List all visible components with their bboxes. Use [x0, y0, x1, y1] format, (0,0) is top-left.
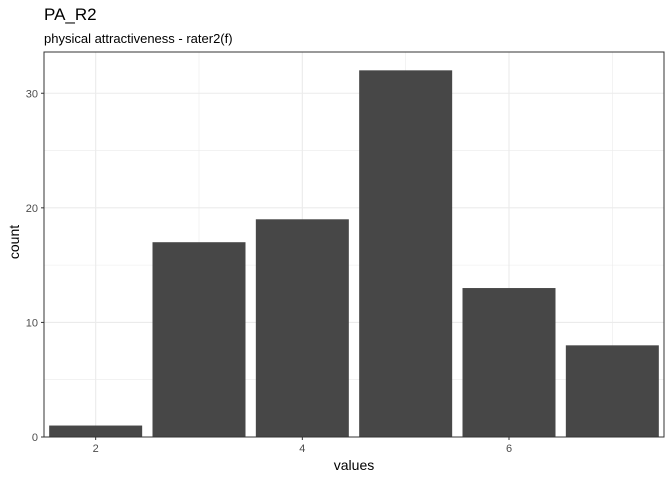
x-tick-label: 4 [299, 443, 305, 455]
x-axis: 2 4 6 [93, 437, 512, 455]
x-tick-label: 2 [93, 443, 99, 455]
panel-border [43, 51, 665, 438]
y-axis-title: count [6, 225, 22, 259]
bar-6 [462, 288, 556, 437]
y-tick-label: 30 [26, 88, 38, 100]
y-axis: 0 10 20 30 [26, 88, 44, 444]
chart-title: PA_R2 [44, 5, 97, 24]
bar-4 [255, 219, 349, 437]
chart-subtitle: physical attractiveness - rater2(f) [44, 31, 233, 46]
bar-7 [565, 345, 659, 437]
x-tick-label: 6 [506, 443, 512, 455]
y-tick-label: 10 [26, 317, 38, 329]
y-tick-label: 0 [32, 432, 38, 444]
bar-5 [359, 70, 453, 437]
x-axis-title: values [334, 457, 374, 473]
y-tick-label: 20 [26, 203, 38, 215]
bars [49, 70, 659, 437]
bar-2 [49, 425, 143, 437]
bar-3 [152, 242, 246, 437]
